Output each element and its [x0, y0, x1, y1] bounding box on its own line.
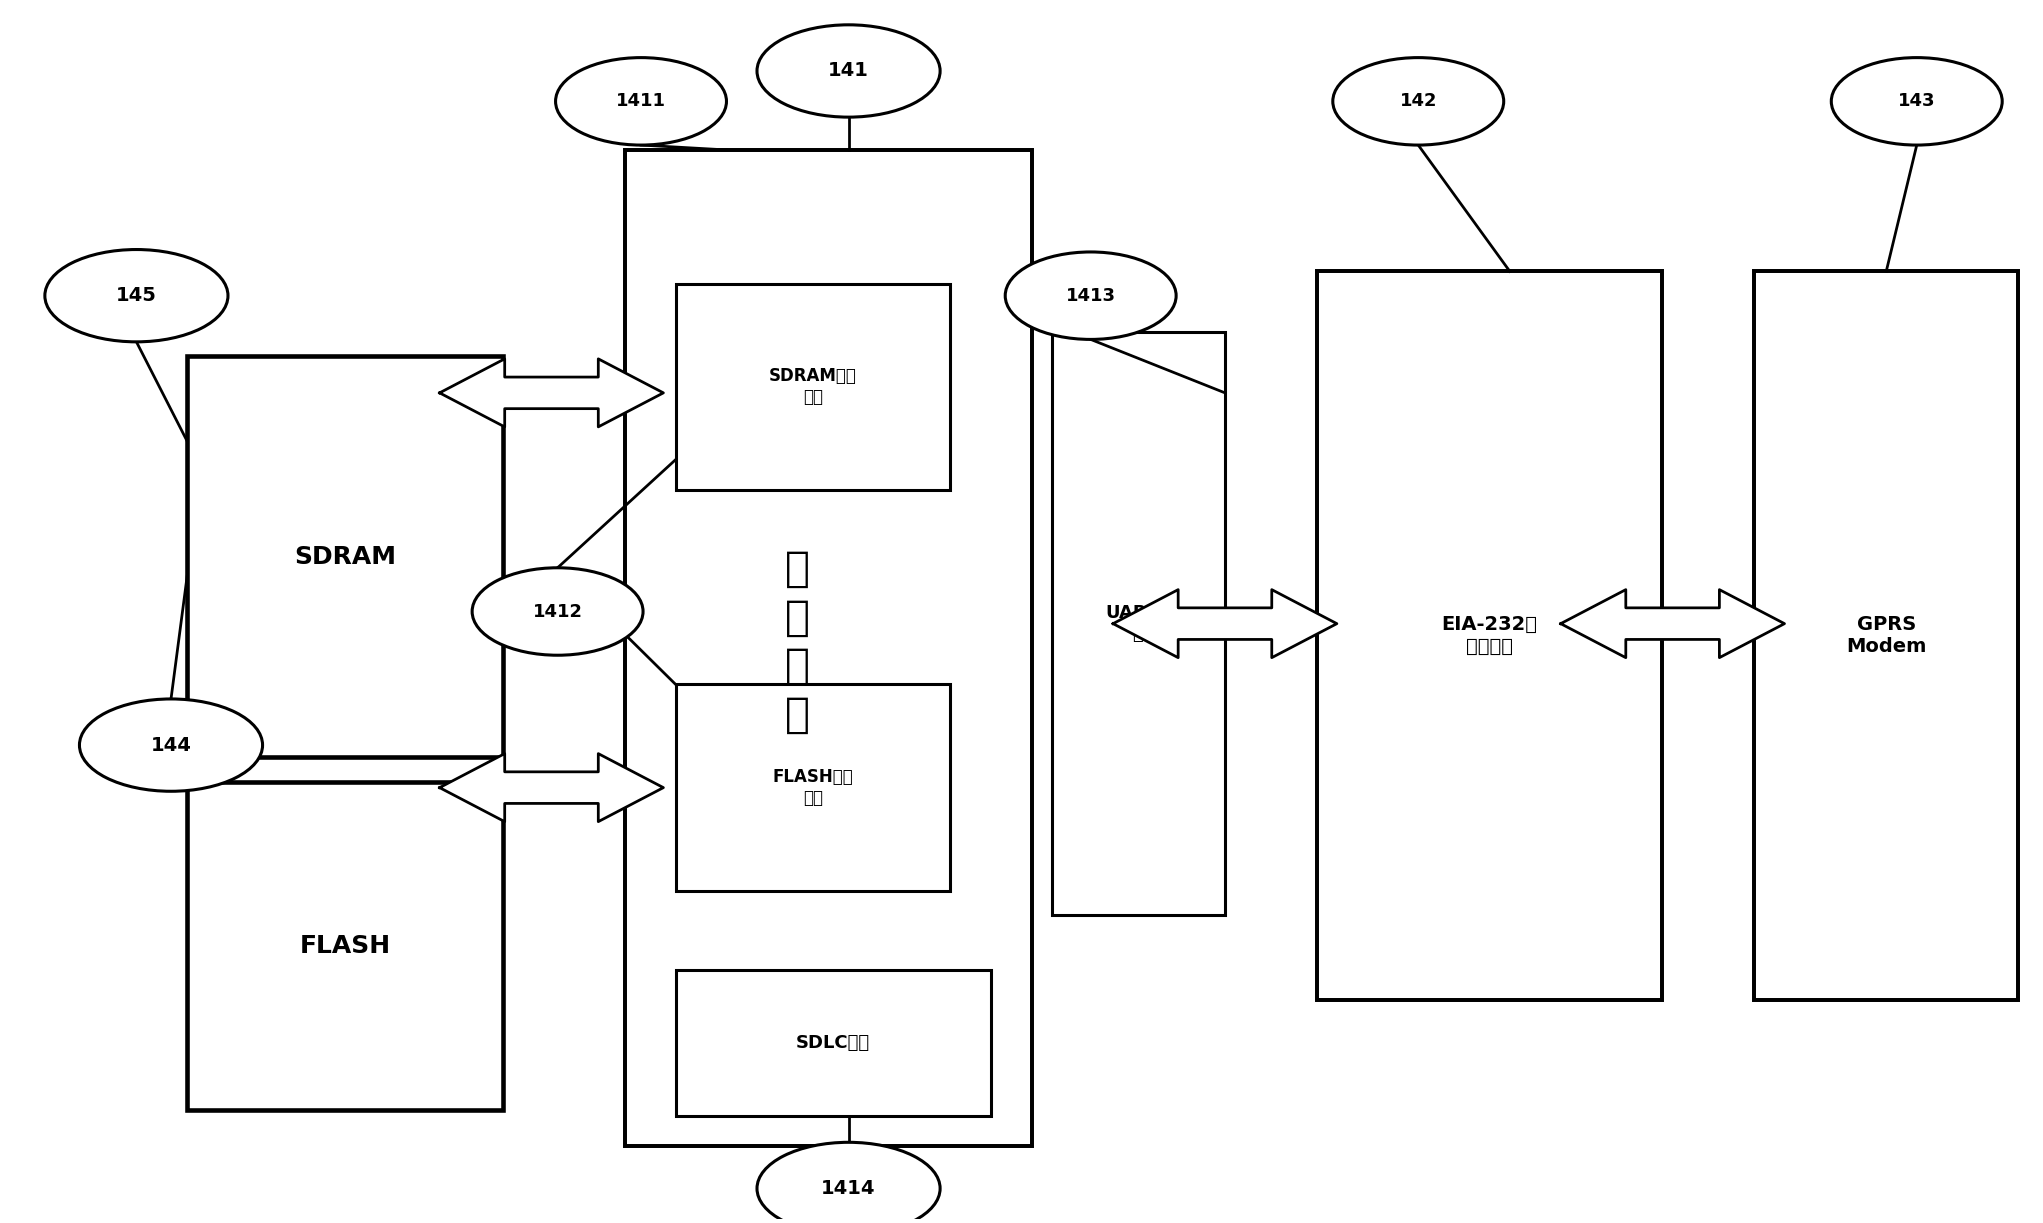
Text: 141: 141	[827, 61, 868, 81]
Text: 微
处
理
器: 微 处 理 器	[785, 548, 811, 736]
Ellipse shape	[80, 700, 264, 791]
Bar	[1052, 333, 1226, 915]
Ellipse shape	[1831, 57, 2002, 146]
Bar	[625, 150, 1032, 1146]
Text: UART总
线: UART总 线	[1105, 604, 1169, 643]
Text: FLASH: FLASH	[300, 933, 390, 958]
Text: 144: 144	[151, 735, 192, 755]
Bar	[188, 356, 503, 757]
Text: 1414: 1414	[821, 1179, 876, 1199]
Ellipse shape	[758, 1142, 940, 1223]
Bar	[188, 781, 503, 1109]
Text: 1411: 1411	[617, 93, 666, 110]
Polygon shape	[439, 358, 664, 427]
Text: 143: 143	[1898, 93, 1935, 110]
Text: SDRAM: SDRAM	[294, 544, 396, 569]
Text: GPRS
Modem: GPRS Modem	[1847, 615, 1927, 657]
Bar	[676, 970, 991, 1115]
Ellipse shape	[758, 24, 940, 117]
Text: FLASH控制
接口: FLASH控制 接口	[772, 768, 854, 807]
Text: SDRAM控制
接口: SDRAM控制 接口	[768, 367, 856, 406]
Text: 142: 142	[1399, 93, 1436, 110]
Polygon shape	[1113, 589, 1336, 658]
Bar	[676, 284, 950, 490]
Text: EIA-232电
平转换器: EIA-232电 平转换器	[1442, 615, 1538, 657]
Ellipse shape	[556, 57, 727, 146]
Polygon shape	[439, 753, 664, 822]
Polygon shape	[1561, 589, 1784, 658]
Bar	[676, 685, 950, 890]
Text: 145: 145	[116, 286, 157, 306]
Text: 1413: 1413	[1066, 286, 1115, 305]
Text: 1412: 1412	[533, 603, 582, 620]
Ellipse shape	[472, 567, 644, 656]
Text: SDLC总线: SDLC总线	[797, 1033, 870, 1052]
Bar	[1316, 272, 1663, 1000]
Ellipse shape	[1005, 252, 1177, 340]
Ellipse shape	[1332, 57, 1504, 146]
Bar	[1755, 272, 2018, 1000]
Ellipse shape	[45, 249, 229, 342]
